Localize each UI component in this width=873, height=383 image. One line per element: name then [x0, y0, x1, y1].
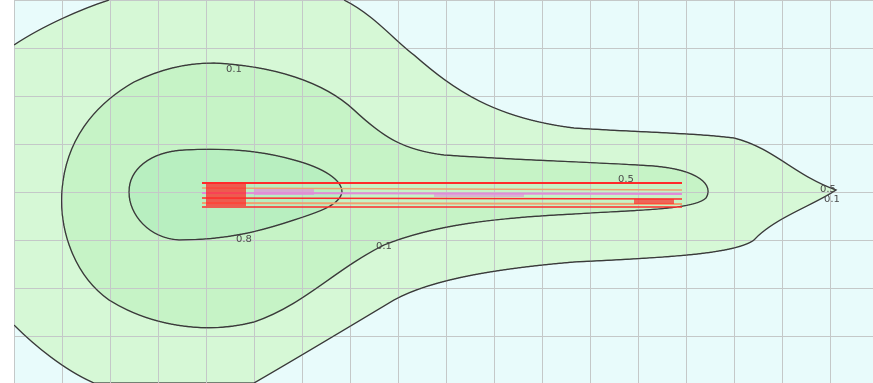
- contour-line-inner: [128, 148, 343, 241]
- contour-label-tip-middle: 0.1: [376, 241, 392, 252]
- contour-label-middle: 0.5: [618, 174, 634, 185]
- contour-label-tip-outer: 0.1: [824, 194, 840, 205]
- contour-label-inner: 0.8: [236, 234, 252, 245]
- contour-label-lower-middle: 0.5: [820, 184, 836, 195]
- contour-plot-canvas: 0.1 0.5 0.8 0.1 0.5 0.1: [14, 0, 873, 383]
- source-streaks: [201, 182, 683, 208]
- plot-grid: [14, 0, 873, 383]
- contour-line-middle: [61, 62, 709, 329]
- contour-label-outer: 0.1: [226, 64, 242, 75]
- contour-line-outer: [14, 0, 838, 383]
